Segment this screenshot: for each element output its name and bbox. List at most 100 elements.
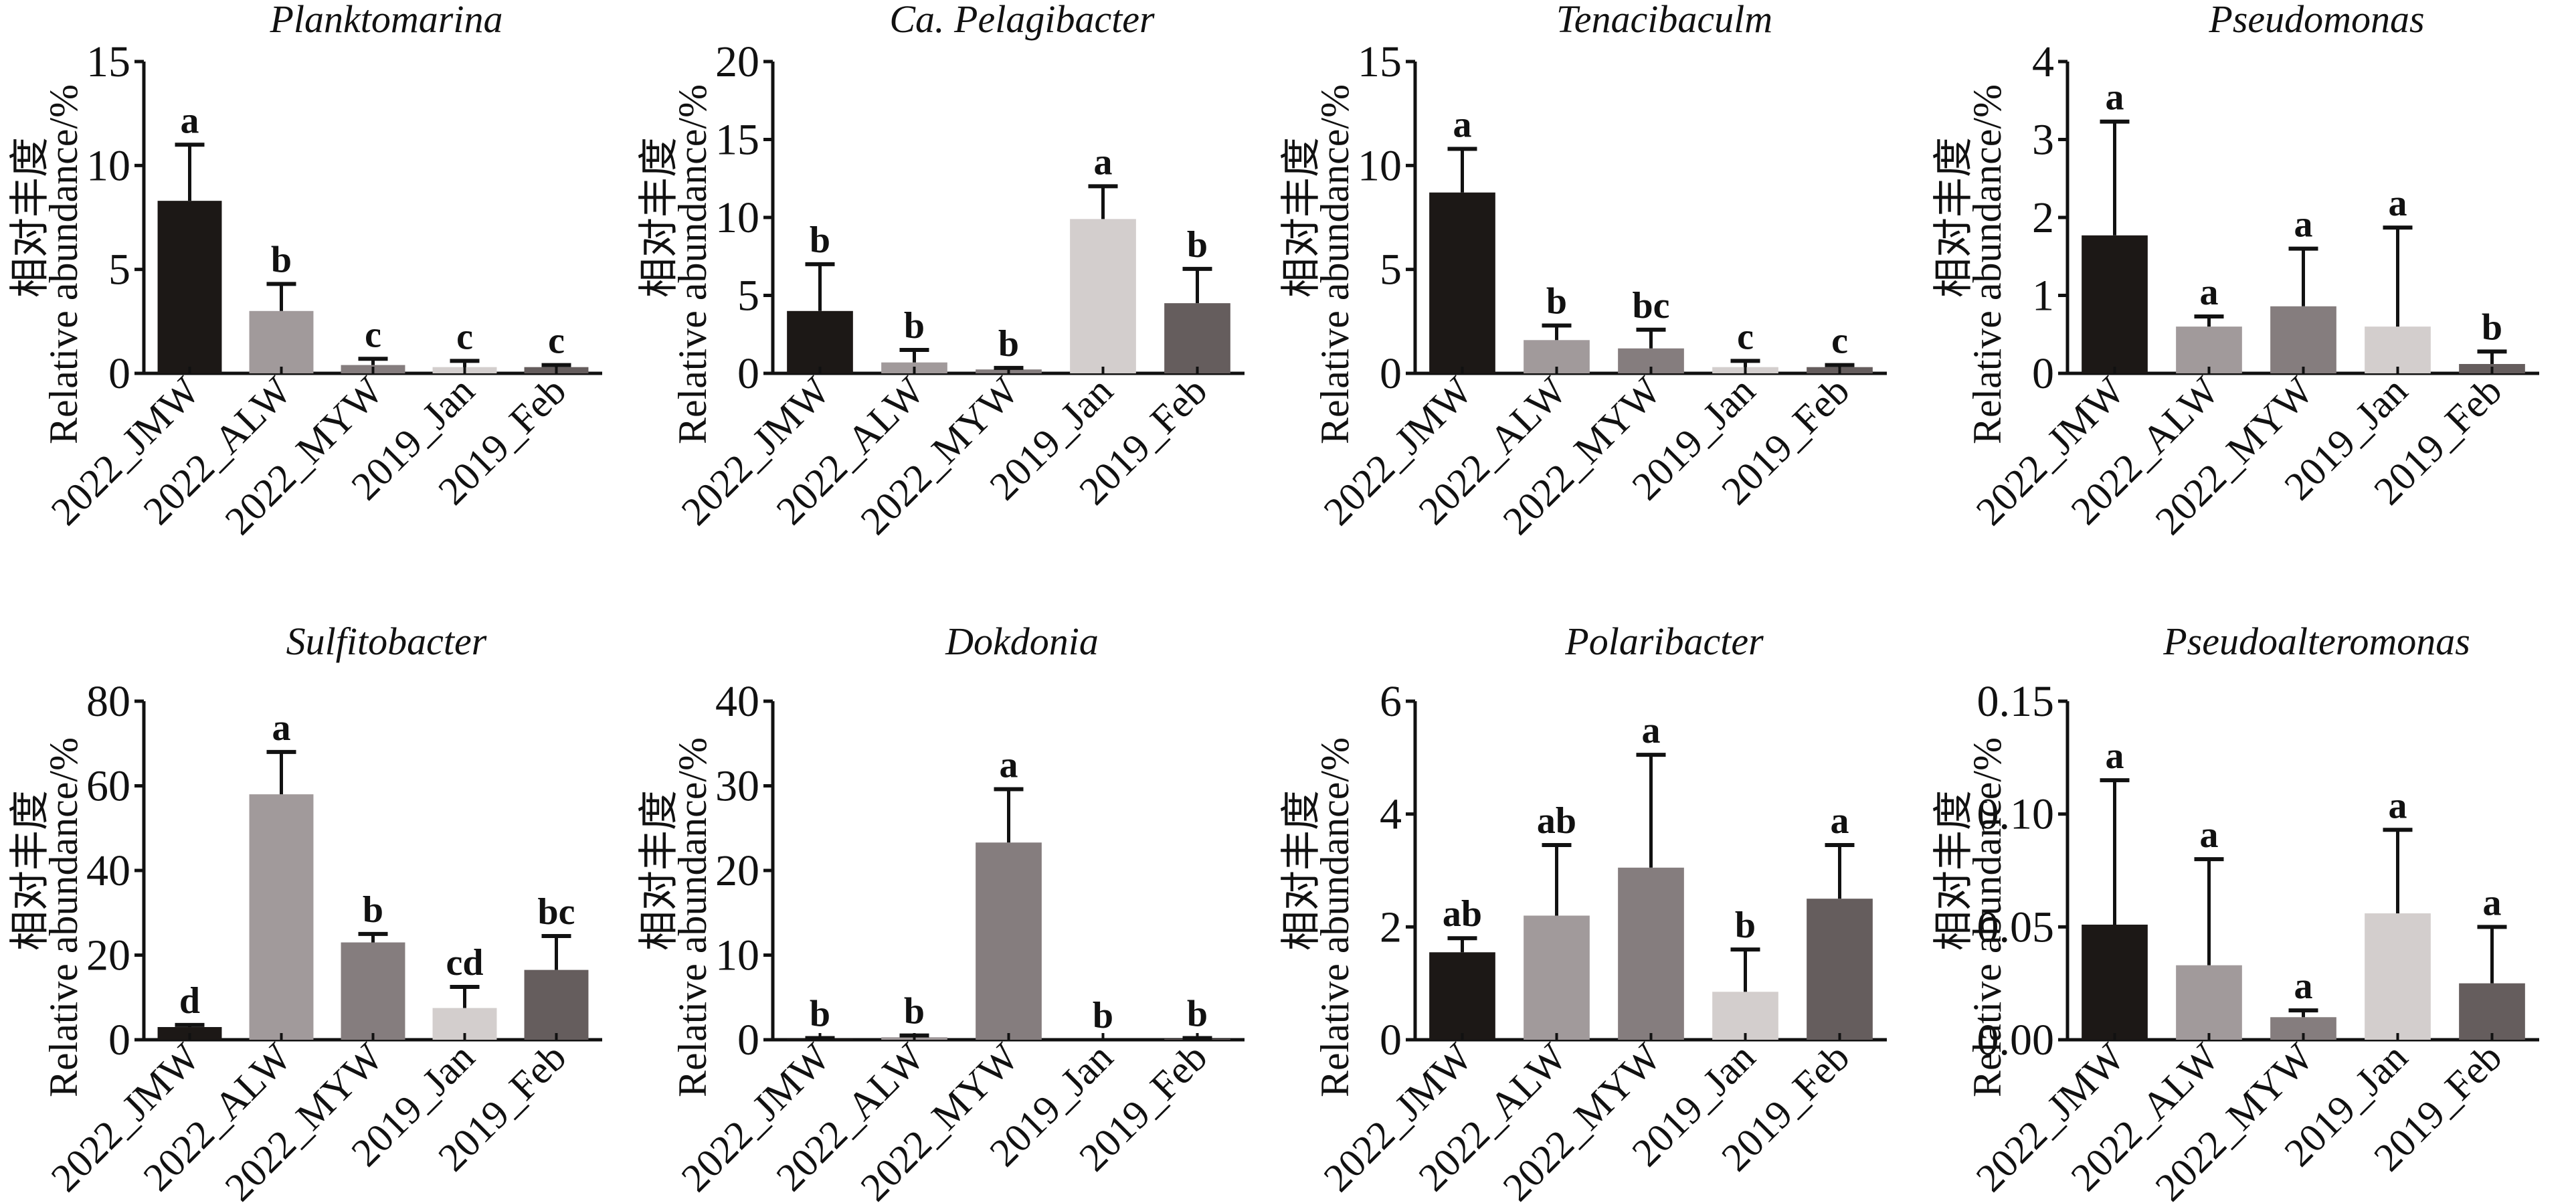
y-axis-label-cn: 相对丰度 <box>637 137 681 298</box>
significance-label: a <box>1642 710 1661 751</box>
bar <box>2365 913 2431 1040</box>
y-tick-label: 4 <box>2032 37 2054 86</box>
bar <box>1712 992 1778 1040</box>
bar <box>1164 303 1230 373</box>
significance-label: b <box>1187 224 1208 266</box>
y-tick-label: 20 <box>715 37 759 86</box>
significance-label: a <box>2294 965 2313 1007</box>
y-tick-label: 3 <box>2032 116 2054 165</box>
y-tick-label: 15 <box>715 116 759 165</box>
significance-label: a <box>181 100 199 141</box>
y-tick-label: 0 <box>1380 1016 1402 1065</box>
bar <box>1070 219 1136 373</box>
y-axis-label-cn: 相对丰度 <box>637 790 681 951</box>
y-axis-label: Relative abundance/% <box>1965 737 2009 1097</box>
significance-label: b <box>1546 281 1567 322</box>
bar <box>1807 899 1873 1040</box>
significance-label: a <box>2106 77 2124 118</box>
significance-label: b <box>810 993 830 1034</box>
y-axis-label: Relative abundance/% <box>41 737 86 1097</box>
y-tick-label: 0.00 <box>1977 1016 2055 1065</box>
bar <box>2082 235 2148 373</box>
y-tick-label: 0 <box>737 349 759 398</box>
significance-label: a <box>1831 800 1849 842</box>
significance-label: a <box>1453 104 1472 145</box>
bar <box>524 969 589 1040</box>
bar <box>1429 952 1495 1040</box>
bar <box>976 842 1042 1040</box>
y-axis-label-cn: 相对丰度 <box>1932 137 1976 298</box>
bar <box>2082 924 2148 1040</box>
chart-title: Ca. Pelagibacter <box>889 0 1155 41</box>
y-tick-label: 80 <box>86 677 130 726</box>
chart-title: Pseudomonas <box>2208 0 2424 41</box>
significance-label: d <box>179 980 200 1022</box>
significance-label: c <box>365 314 381 355</box>
y-tick-label: 10 <box>86 141 130 190</box>
bar <box>1618 867 1684 1040</box>
y-axis-label: Relative abundance/% <box>1313 84 1357 444</box>
bar <box>157 201 222 373</box>
y-axis-label-cn: 相对丰度 <box>8 137 52 298</box>
bar <box>2176 965 2242 1040</box>
significance-label: a <box>1094 141 1113 183</box>
bar <box>2459 983 2525 1040</box>
y-tick-label: 10 <box>715 931 759 980</box>
y-axis-label: Relative abundance/% <box>1313 737 1357 1097</box>
y-tick-label: 60 <box>86 762 130 811</box>
y-tick-label: 20 <box>86 931 130 980</box>
bar <box>249 310 314 373</box>
y-tick-label: 2 <box>1380 903 1402 951</box>
significance-label: cd <box>446 942 484 984</box>
significance-label: b <box>271 239 292 280</box>
significance-label: b <box>904 991 925 1032</box>
y-tick-label: 0.10 <box>1977 790 2055 839</box>
significance-label: bc <box>538 891 575 933</box>
significance-label: a <box>2200 814 2219 856</box>
bar <box>341 942 405 1040</box>
y-tick-label: 0 <box>2032 349 2054 398</box>
significance-label: a <box>2106 735 2124 777</box>
significance-label: a <box>272 707 291 749</box>
y-tick-label: 5 <box>737 272 759 320</box>
bar <box>2270 306 2336 373</box>
y-tick-label: 40 <box>86 846 130 895</box>
chart-title: Pseudoalteromonas <box>2163 620 2470 663</box>
significance-label: c <box>1831 320 1848 362</box>
significance-label: b <box>1093 995 1113 1036</box>
significance-label: a <box>2389 183 2407 224</box>
y-tick-label: 1 <box>2032 272 2054 320</box>
y-axis-label-cn: 相对丰度 <box>1932 790 1976 951</box>
significance-label: b <box>1187 993 1208 1034</box>
y-tick-label: 0 <box>108 1016 130 1065</box>
y-tick-label: 15 <box>1358 37 1402 86</box>
bar <box>1429 192 1495 373</box>
bar <box>787 310 853 373</box>
y-tick-label: 0 <box>108 349 130 398</box>
y-tick-label: 40 <box>715 677 759 726</box>
y-tick-label: 5 <box>1380 246 1402 294</box>
y-tick-label: 2 <box>2032 193 2054 242</box>
bar <box>1524 915 1590 1040</box>
significance-label: ab <box>1537 800 1576 842</box>
y-tick-label: 20 <box>715 846 759 895</box>
y-tick-label: 10 <box>1358 141 1402 190</box>
significance-label: a <box>1000 745 1018 786</box>
chart-title: Tenacibaculm <box>1556 0 1772 41</box>
y-tick-label: 6 <box>1380 677 1402 726</box>
significance-label: b <box>1735 905 1756 946</box>
significance-label: a <box>2389 785 2407 826</box>
y-axis-label: Relative abundance/% <box>41 84 86 444</box>
y-tick-label: 0.15 <box>1977 677 2055 726</box>
significance-label: a <box>2483 882 2502 923</box>
significance-label: c <box>456 316 473 357</box>
significance-label: b <box>363 889 383 931</box>
significance-label: a <box>2294 204 2313 246</box>
